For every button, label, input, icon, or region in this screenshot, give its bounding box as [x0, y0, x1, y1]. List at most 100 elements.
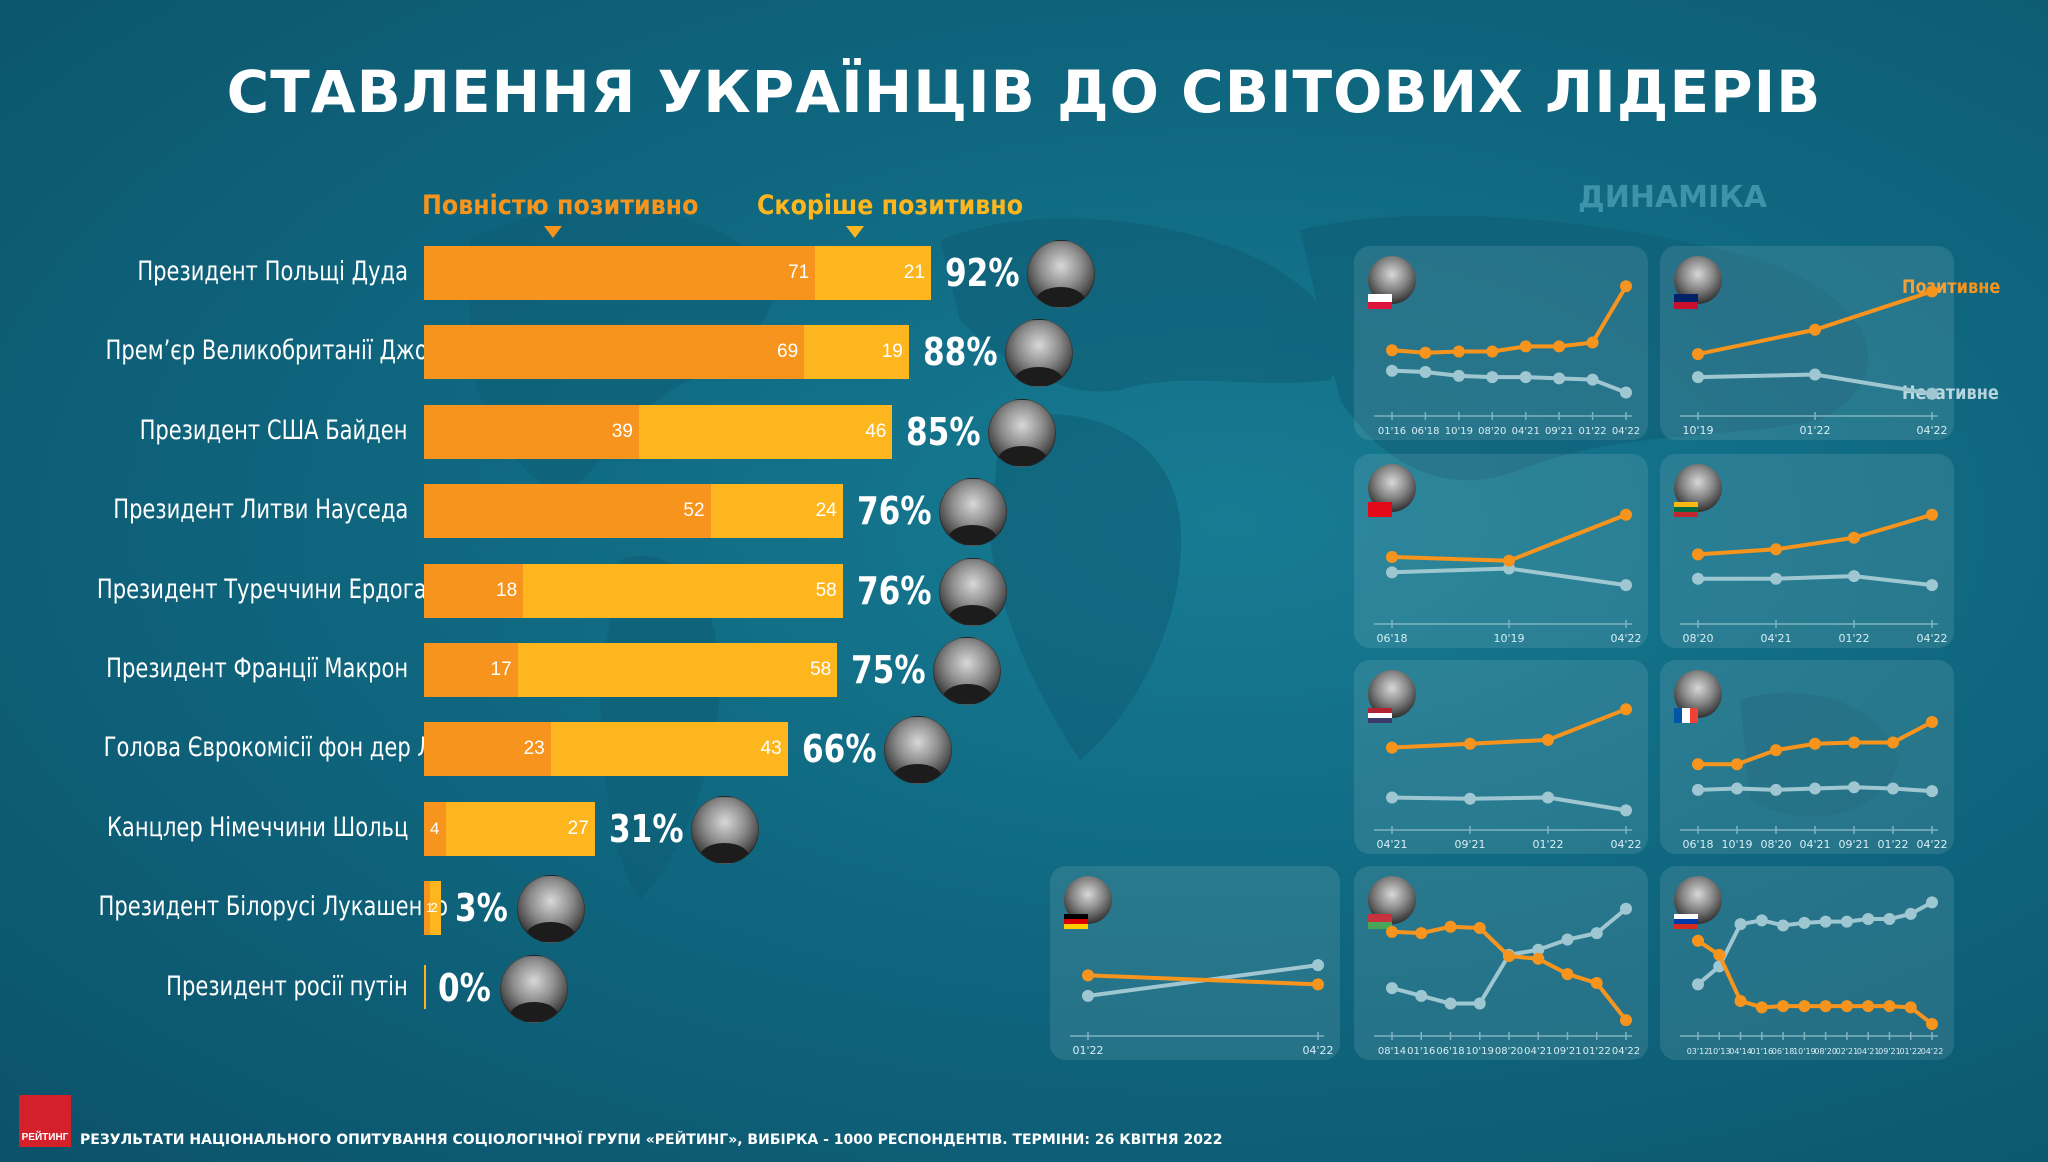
x-tick-label: 04'22 [1610, 838, 1641, 851]
positive-data-point [1809, 323, 1821, 336]
bar-value-fully-positive: 71 [788, 262, 810, 283]
leader-portrait-icon [988, 398, 1057, 467]
positive-data-point [1419, 346, 1432, 359]
leader-name-text: Президент Франції Макрон [105, 653, 408, 684]
france-flag-icon [1674, 708, 1698, 723]
negative-data-point [1809, 782, 1821, 795]
positive-data-point [1542, 733, 1554, 746]
rating-logo: РЕЙТИНГ [19, 1095, 71, 1147]
bar-value-fully-positive: 18 [496, 579, 518, 601]
bar-value-rather-positive: 58 [810, 659, 832, 680]
positive-data-point [1692, 934, 1704, 947]
bar-segment-rather-positive [523, 563, 843, 618]
negative-data-point [1532, 943, 1545, 956]
x-tick-label: 04'22 [1612, 426, 1640, 437]
x-tick-label: 10'19 [1493, 632, 1524, 645]
positive-data-point [1532, 952, 1545, 965]
x-tick-label: 10'13 [1708, 1047, 1731, 1056]
bar-value-rather-positive: 2 [430, 900, 438, 916]
x-tick-label: 09'21 [1838, 838, 1869, 851]
legend-rather-positive: Скоріше позитивно [757, 190, 1024, 221]
dynamics-line-chart: 06'18 10'19 08'20 04'21 09'21 01'22 04'22 [1680, 716, 1948, 851]
negative-data-point [1809, 368, 1821, 381]
dynamics-line-chart: 01'22 04'22 [1070, 959, 1334, 1057]
poland-flag-icon [1368, 294, 1392, 309]
total-positive-percent: 31% [608, 806, 684, 851]
total-positive-percent: 76% [856, 568, 932, 613]
negative-data-point [1887, 782, 1899, 795]
x-tick-label: 01'22 [1532, 838, 1563, 851]
dynamics-line-chart: 06'18 10'19 04'22 [1374, 508, 1642, 645]
negative-data-point [1620, 804, 1632, 817]
total-positive-percent: 76% [856, 489, 932, 534]
x-tick-label: 09'21 [1553, 1046, 1581, 1057]
x-tick-label: 04'22 [1921, 1047, 1944, 1056]
bar-segment-fully-positive [424, 563, 524, 618]
negative-data-point [1386, 364, 1398, 377]
positive-data-point [1553, 340, 1566, 353]
x-tick-label: 03'12 [1687, 1047, 1710, 1056]
x-tick-label: 01'22 [1799, 424, 1830, 437]
positive-data-point [1386, 925, 1398, 938]
leader-name: Президент Литви Науседа [0, 494, 408, 525]
x-tick-label: 08'14 [1378, 1046, 1406, 1057]
positive-data-point [1887, 736, 1899, 749]
total-positive-percent: 88% [922, 330, 998, 375]
leader-name: Президент США Байден [0, 415, 408, 446]
x-tick-label: 02'21 [1836, 1047, 1859, 1056]
negative-data-point [1734, 918, 1747, 931]
x-tick-label: 06'18 [1411, 426, 1439, 437]
positive-data-point [1809, 737, 1821, 750]
lithuania-flag-icon [1674, 502, 1698, 517]
x-tick-label: 01'22 [1072, 1044, 1103, 1057]
x-tick-label: 04'21 [1857, 1047, 1880, 1056]
positive-data-point [1473, 922, 1486, 934]
dynamics-title: ДИНАМІКА [1578, 180, 1767, 215]
positive-data-point [1883, 1000, 1896, 1013]
total-positive-percent: 66% [801, 727, 877, 772]
bar-segment-fully-positive [424, 404, 639, 459]
dynamics-panel-lukashenko: 08'14 01'16 06'18 10'19 08'20 04'21 09'21 01'22… [1354, 866, 1648, 1060]
russia-flag-icon [1674, 914, 1698, 929]
negative-data-point [1755, 914, 1768, 927]
negative-data-point [1586, 373, 1599, 386]
x-tick-label: 09'21 [1878, 1047, 1901, 1056]
bar-segment-fully-positive [424, 325, 805, 380]
bar-segment-fully-positive [424, 722, 551, 777]
positive-series-line [1087, 973, 1319, 987]
bar-value-fully-positive: 4 [430, 818, 440, 838]
bar-value-fully-positive: 23 [523, 738, 545, 760]
dynamics-line-chart: 01'16 06'18 10'19 08'20 04'21 09'21 01'22 04'22 [1374, 280, 1640, 437]
bar-value-fully-positive: 39 [611, 420, 633, 442]
x-tick-label: 01'16 [1407, 1046, 1435, 1057]
bar-value-rather-positive: 58 [815, 579, 837, 601]
negative-data-point [1926, 579, 1938, 592]
x-tick-label: 09'21 [1545, 426, 1573, 437]
negative-data-point [1386, 566, 1398, 579]
footer-source-note: РЕЗУЛЬТАТИ НАЦІОНАЛЬНОГО ОПИТУВАННЯ СОЦІ… [80, 1132, 1223, 1148]
dynamics-legend-negative: Негативне [1902, 382, 1999, 404]
negative-data-point [1312, 959, 1324, 972]
total-positive-percent: 85% [906, 409, 981, 454]
positive-data-point [1386, 344, 1398, 357]
negative-data-point [1848, 570, 1860, 583]
negative-data-point [1840, 915, 1853, 928]
positive-series-line [1697, 289, 1933, 357]
leader-portrait-icon [516, 875, 585, 944]
bar-value-rather-positive: 27 [567, 817, 589, 839]
positive-data-point [1819, 1000, 1832, 1013]
positive-series-line [1391, 512, 1627, 563]
negative-data-point [1926, 896, 1938, 909]
leader-bar: 52 24 [424, 484, 843, 539]
leader-name-text: Канцлер Німеччини Шольц [106, 811, 408, 843]
positive-data-point [1798, 1000, 1811, 1013]
x-tick-label: 04'21 [1524, 1046, 1552, 1057]
negative-data-point [1452, 369, 1465, 382]
bar-segment-rather-positive [446, 801, 595, 856]
positive-data-point [1692, 758, 1704, 771]
bar-segment-fully-positive [424, 246, 816, 300]
positive-data-point [1692, 548, 1704, 561]
leader-name-text: Президент США Байден [140, 414, 408, 446]
x-tick-label: 10'19 [1445, 426, 1473, 437]
